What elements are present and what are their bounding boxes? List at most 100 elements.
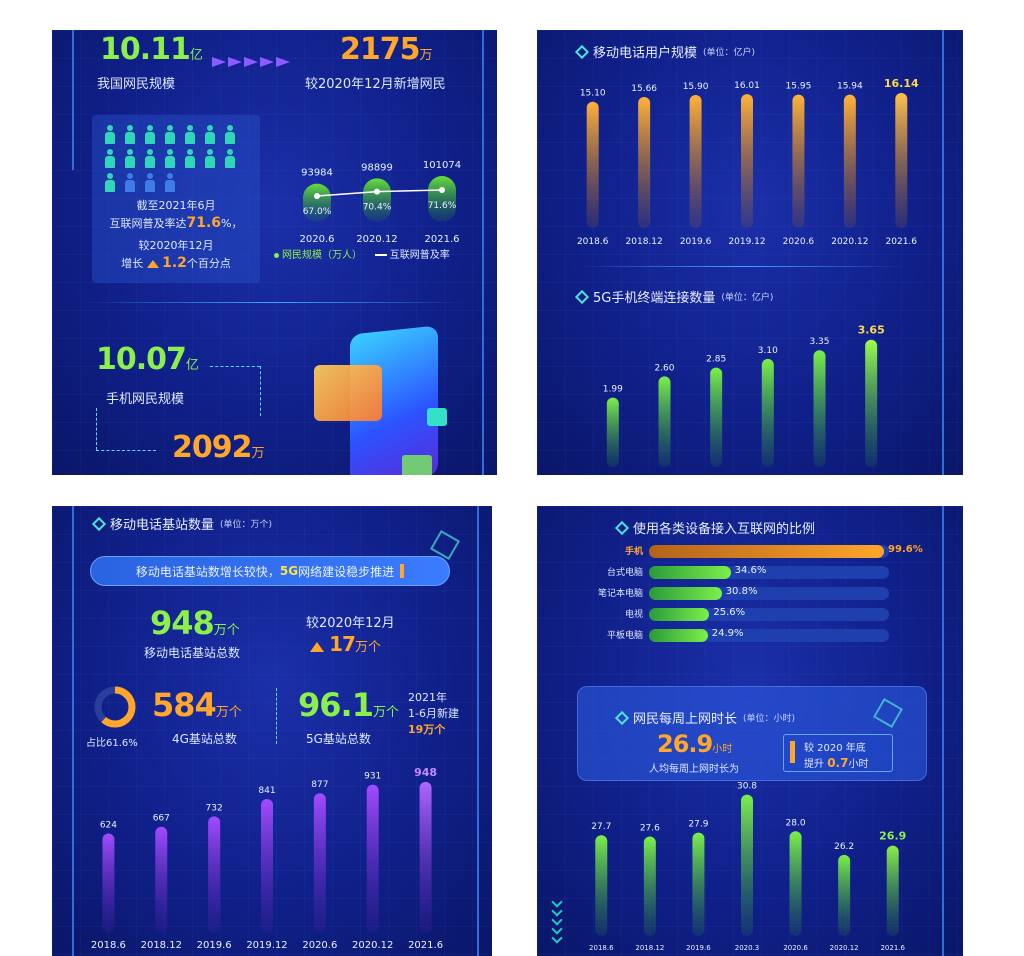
new-line-1: 2021年: [408, 691, 447, 704]
panel-frame-line: [72, 506, 74, 956]
compare-line-1: 较 2020 年底: [804, 743, 866, 754]
rate-point: [314, 193, 320, 199]
device-label: 平板电脑: [606, 631, 643, 641]
category-label: 2019.6: [197, 940, 232, 951]
people-grid: [100, 123, 256, 195]
bar: [761, 358, 774, 467]
compare-line-2a: 提升: [804, 759, 824, 770]
bar-value-label: 3.10: [758, 346, 778, 356]
mobile-increase-value: 2092: [172, 430, 252, 465]
devices-title: 使用各类设备接入互联网的比例: [614, 518, 815, 537]
arrows-decoration: [212, 52, 292, 71]
weekly-title: 网民每周上网时长 (单位：小时): [614, 708, 796, 727]
category-label: 2021.6: [408, 940, 443, 951]
divider-dashed: [276, 688, 277, 744]
mobile-users-chart: 15.10 2018.6 15.66 2018.12 15.90 2019.6 16.01 2…: [577, 77, 919, 247]
legend-scale-item: 网民规模（万人）: [274, 250, 362, 261]
compare-line-2: 提升 0.7小时: [804, 755, 868, 770]
dashed-connector: [96, 450, 156, 451]
bar: [303, 183, 331, 222]
mobile-increase-figure: 2092万: [172, 430, 265, 465]
bar: [208, 816, 221, 933]
category-label: 2018.12: [635, 944, 664, 952]
total-stations-unit: 万个: [213, 623, 240, 638]
person-icon: [144, 149, 156, 169]
bar-value-label: 16.14: [884, 77, 919, 90]
category-label: 2020.6: [783, 944, 808, 952]
bar: [792, 94, 805, 228]
person-icon: [104, 125, 116, 145]
person-icon: [144, 125, 156, 145]
weekly-title-text: 网民每周上网时长: [633, 712, 738, 727]
mobile-netizens-value: 10.07: [96, 342, 187, 377]
avg-hours-unit: 小时: [712, 744, 733, 755]
chat-bubble-icon: [402, 455, 432, 475]
info-line-2a: 互联网普及率达: [109, 217, 187, 230]
netizen-scale-chart: 93984 67.0% 2020.6 98899 70.4% 2020.12 101074 7…: [300, 160, 462, 245]
bar-value-label: 2.60: [654, 363, 674, 373]
device-bar: [649, 545, 885, 558]
mobile-users-title-text: 移动电话用户规模: [593, 46, 698, 61]
bar-value-label: 26.2: [834, 842, 854, 852]
base-stations-title-text: 移动电话基站数量: [110, 518, 215, 533]
bar: [428, 176, 456, 222]
netizens-value: 10.11: [100, 32, 191, 67]
bar: [843, 94, 856, 228]
bar-value-label: 15.66: [631, 84, 657, 94]
person-icon: [184, 149, 196, 169]
weekly-unit: (单位：小时): [743, 714, 796, 724]
g5-label: 5G基站总数: [306, 732, 371, 746]
base-stations-chart: 624 2018.6 667 2018.12 732 2019.6 841 2019.12 87…: [91, 766, 443, 951]
device-label: 笔记本电脑: [597, 589, 643, 599]
banner-text-5g: 5G: [279, 564, 299, 578]
bar-value-label: 841: [258, 786, 275, 796]
bar-value-label: 15.90: [683, 82, 709, 92]
bar: [419, 781, 432, 933]
category-label: 2019.6: [686, 944, 711, 952]
bar: [741, 794, 753, 936]
up-arrow-icon: [146, 260, 159, 268]
diamond-icon: [574, 289, 590, 304]
device-label: 电视: [624, 610, 643, 620]
bar-value-label: 28.0: [786, 818, 806, 828]
info-banner: 移动电话基站数增长较快， 5G 网络建设稳步推进: [90, 556, 450, 586]
device-value-label: 30.8%: [725, 586, 758, 597]
total-stations-label: 移动电话基站总数: [144, 646, 241, 660]
person-icon: [224, 149, 236, 169]
compare-figure: 17万个: [310, 632, 381, 656]
bar-value-label: 98899: [361, 162, 393, 173]
bar: [261, 798, 273, 933]
bar-value-label: 93984: [301, 168, 333, 179]
bar-value-label: 3.35: [809, 337, 829, 347]
new-line-2: 1-6月新建: [408, 707, 459, 720]
person-icon: [204, 125, 216, 145]
category-label: 2021.6: [425, 234, 460, 245]
legend-rate-item: 互联网普及率: [374, 250, 450, 261]
fiveg-unit: (单位：亿户): [721, 293, 774, 303]
person-icon: [124, 173, 136, 193]
bar-value-label: 27.9: [688, 820, 708, 830]
category-label: 2020.6: [300, 234, 335, 245]
diamond-icon: [91, 516, 107, 531]
category-label: 2018.12: [141, 940, 182, 951]
rate-point: [439, 187, 445, 194]
divider: [82, 302, 467, 303]
info-line-2: 互联网普及率达71.6%，: [92, 215, 260, 231]
legend-dot-icon: [274, 252, 279, 258]
category-label: 2020.12: [831, 237, 868, 247]
category-label: 2020.3: [735, 944, 760, 952]
bar: [689, 95, 702, 228]
dashed-connector: [96, 408, 97, 450]
info-line-3: 较2020年12月: [138, 239, 214, 252]
bar-value-label: 15.95: [786, 82, 812, 92]
person-icon: [164, 149, 176, 169]
bar: [643, 836, 656, 936]
new-line-3: 19万个: [408, 723, 446, 736]
category-label: 2021.6: [880, 944, 905, 952]
g4-value: 584: [152, 686, 217, 724]
bar: [366, 784, 379, 933]
devices-panel: 使用各类设备接入互联网的比例 手机 99.6% 台式电脑 34.6% 笔记本电脑 30.8…: [537, 506, 963, 956]
new-built-note: 2021年 1-6月新建 19万个: [408, 690, 459, 738]
compare-line-2c: 小时: [848, 759, 869, 770]
bar: [363, 178, 391, 222]
